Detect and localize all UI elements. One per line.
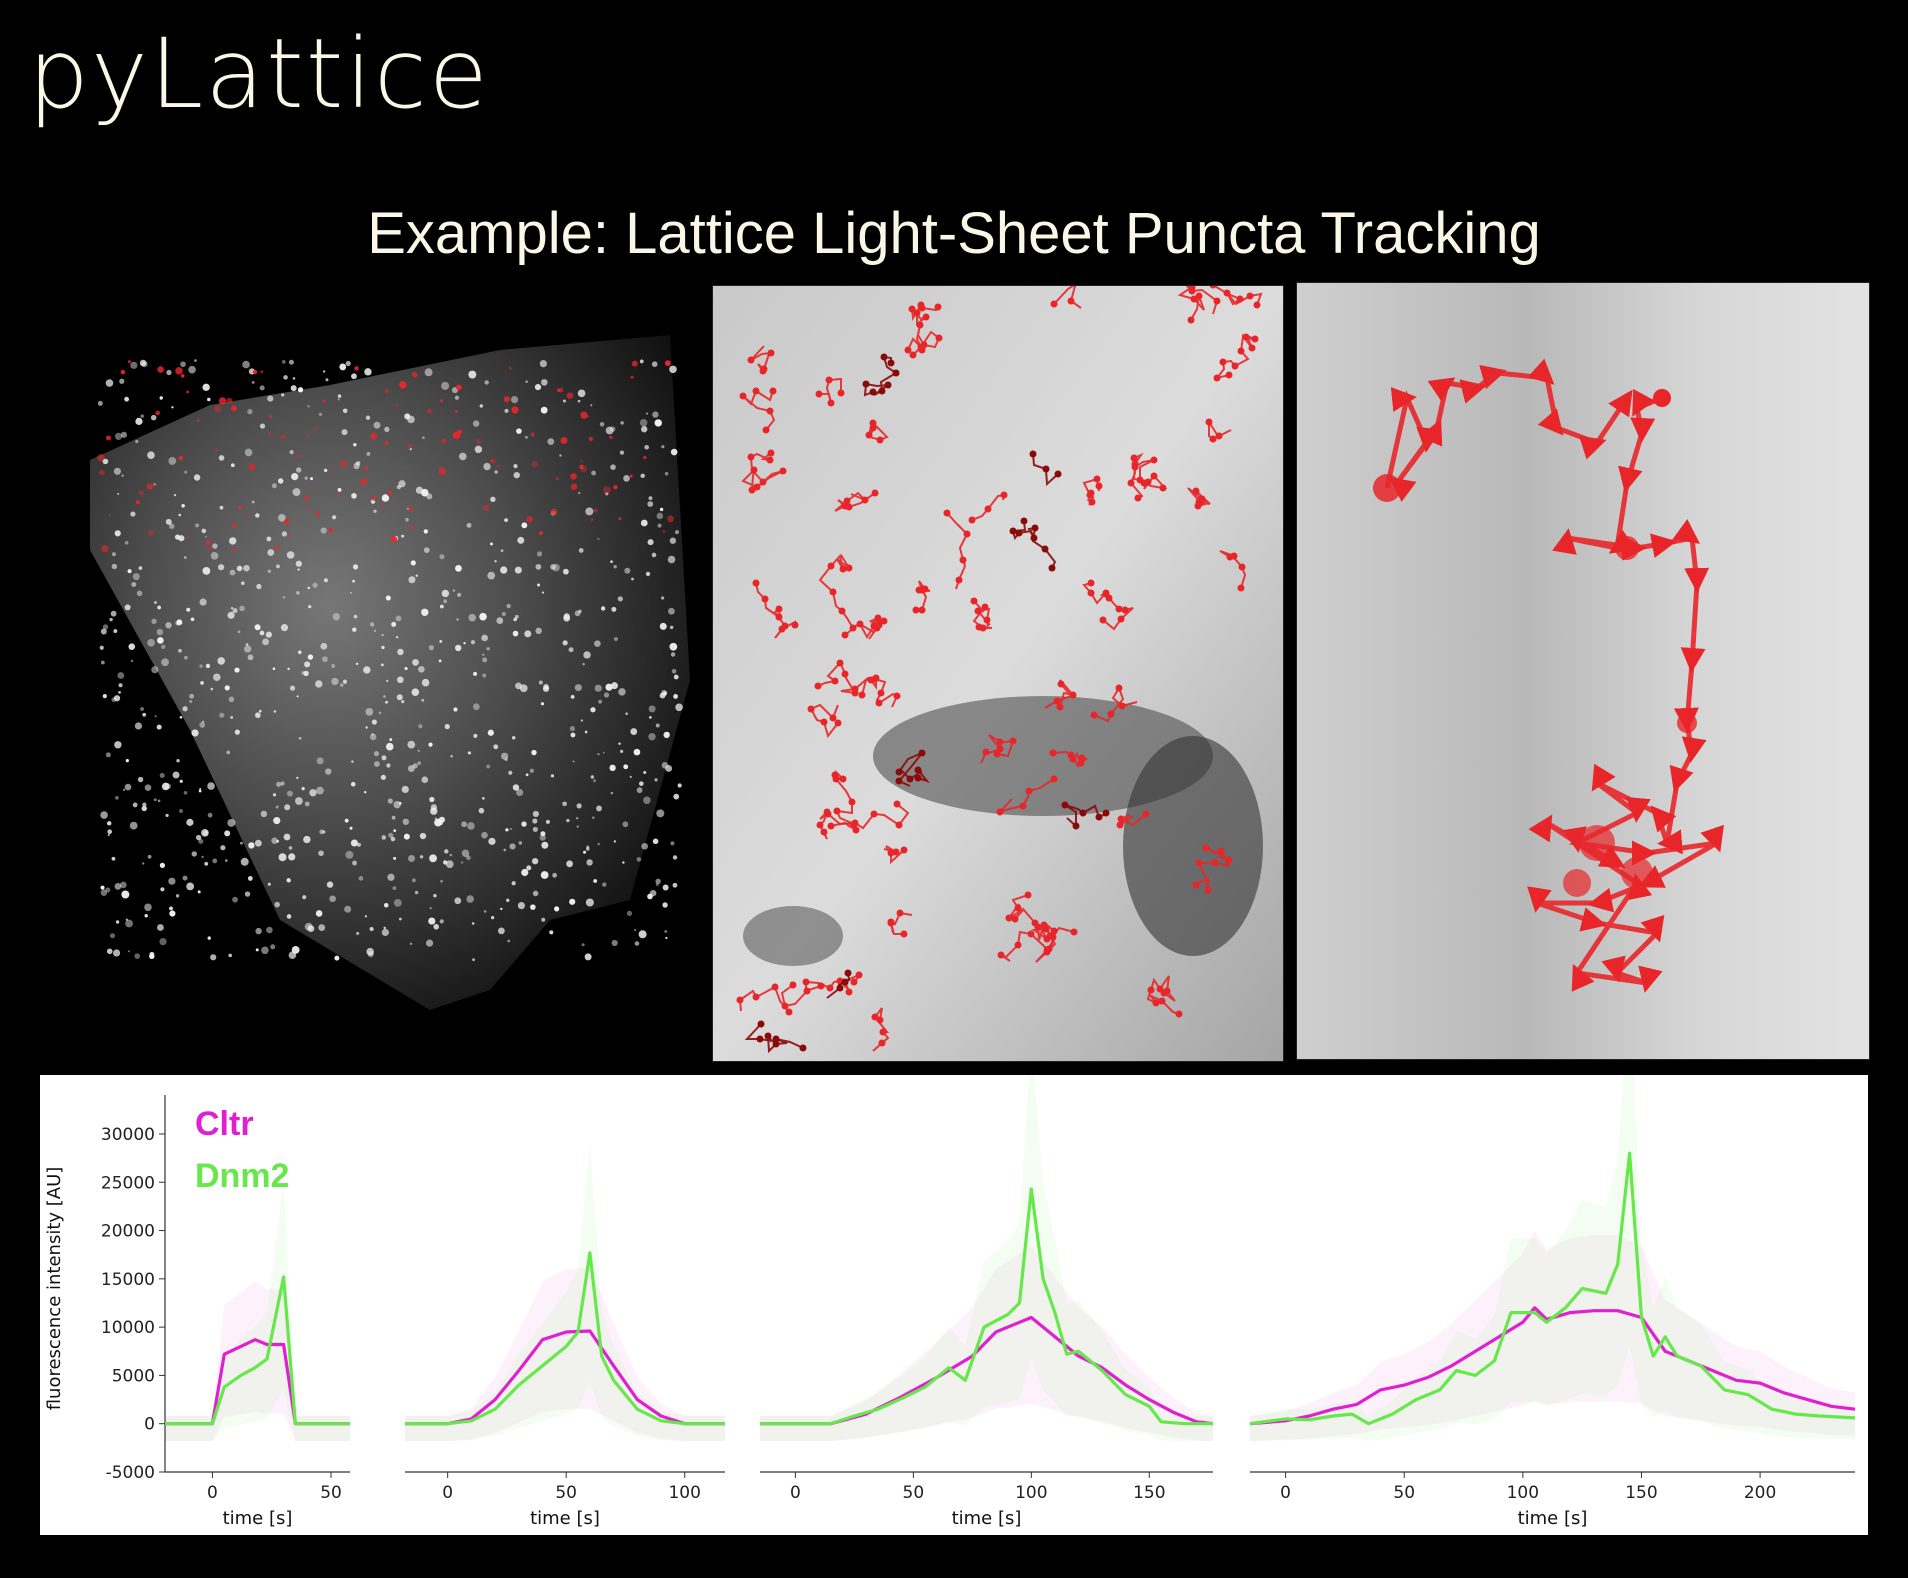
y-tick-label: 0	[144, 1415, 155, 1435]
series-line-dnm2	[1249, 1151, 1856, 1426]
x-axis-title: time [s]	[952, 1508, 1022, 1529]
band-dnm2	[405, 1142, 725, 1442]
chart-panel-2: 0 50 100 time [s]	[405, 1142, 725, 1529]
x-tick-label: 150	[1133, 1483, 1165, 1503]
band-dnm2	[1250, 983, 1855, 1442]
series-line-cltr	[1249, 1306, 1856, 1426]
band-cltr	[165, 1281, 350, 1442]
y-tick-label: -5000	[106, 1463, 155, 1483]
y-axis-title: fluorescence intensity [AU]	[44, 1167, 65, 1411]
series-line-dnm2	[405, 1251, 725, 1426]
x-tick-label: 100	[668, 1483, 700, 1503]
x-tick-label: 0	[442, 1483, 453, 1503]
legend-cltr: Cltr	[195, 1105, 254, 1143]
x-tick-label: 50	[903, 1483, 925, 1503]
y-tick-label: 25000	[101, 1173, 155, 1193]
chart-panel-4: 0 50 100 150 200 time [s]	[1249, 983, 1856, 1529]
x-axis-title: time [s]	[223, 1508, 293, 1529]
y-tick-label: 10000	[101, 1318, 155, 1338]
x-tick-label: 0	[790, 1483, 801, 1503]
legend-dnm2: Dnm2	[195, 1157, 289, 1195]
slide-subtitle: Example: Lattice Light-Sheet Puncta Trac…	[367, 201, 1541, 266]
band-cltr	[405, 1267, 725, 1442]
x-tick-label: 50	[320, 1483, 342, 1503]
series-line-dnm2	[760, 1187, 1213, 1426]
x-tick-label: 50	[1393, 1483, 1415, 1503]
x-tick-label: 150	[1625, 1483, 1657, 1503]
x-tick-label: 0	[1280, 1483, 1291, 1503]
x-tick-label: 100	[1015, 1483, 1047, 1503]
volume-render-image	[70, 300, 700, 1010]
tracks-image	[712, 254, 1284, 1062]
x-tick-label: 0	[207, 1483, 218, 1503]
band-cltr	[1250, 1230, 1855, 1442]
y-tick-label: 15000	[101, 1270, 155, 1290]
x-axis-title: time [s]	[530, 1508, 600, 1529]
chart-panel-3: 0 50 100 150 time [s]	[760, 1040, 1214, 1529]
x-tick-label: 100	[1507, 1483, 1539, 1503]
intensity-charts: 0 50 time [s] -5000 0 5000 10000 15000 20000 2500…	[40, 983, 1868, 1535]
y-tick-label: 20000	[101, 1222, 155, 1242]
brand-title: pyLattice	[28, 18, 490, 130]
x-axis-title: time [s]	[1518, 1508, 1588, 1529]
chart-panel-1: 0 50 time [s] -5000 0 5000 10000 15000 20000 2500…	[44, 1095, 350, 1529]
band-dnm2	[165, 1181, 350, 1442]
x-tick-label: 200	[1744, 1483, 1776, 1503]
band-dnm2	[760, 1040, 1213, 1442]
x-tick-label: 50	[555, 1483, 577, 1503]
y-tick-label: 5000	[112, 1366, 155, 1386]
series-line-dnm2	[165, 1275, 350, 1426]
single-track-image	[1296, 282, 1870, 1060]
y-tick-label: 30000	[101, 1125, 155, 1145]
